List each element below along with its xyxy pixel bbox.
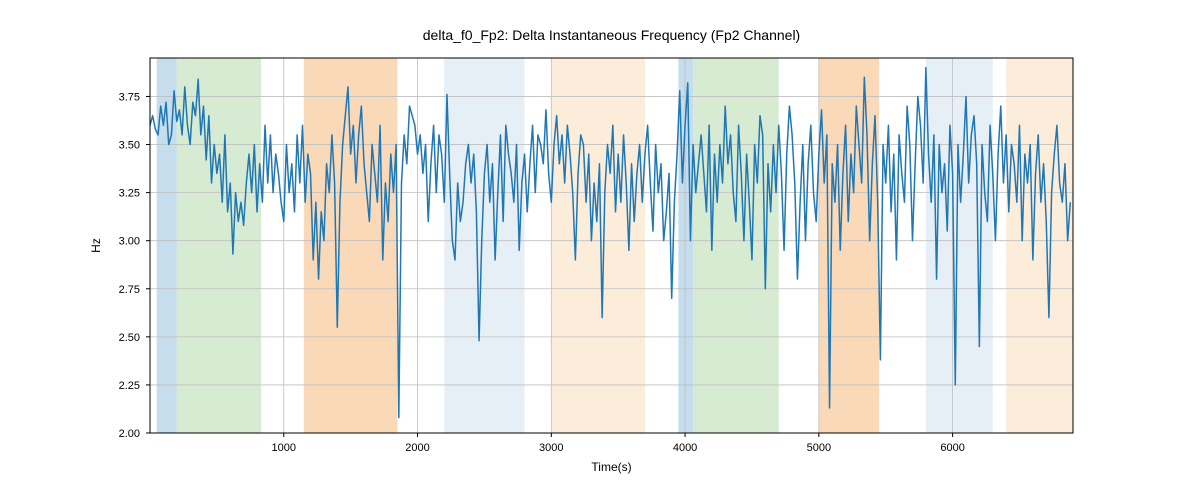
chart-container: 1000 2000 3000 4000 5000 6000 2.00 2.25 2.50 2.75… [0,0,1200,500]
line-chart: 1000 2000 3000 4000 5000 6000 2.00 2.25 2.50 2.75… [0,0,1200,500]
y-tick-label: 3.25 [119,188,140,200]
x-axis-label: Time(s) [591,460,631,474]
band [444,58,524,433]
chart-title: delta_f0_Fp2: Delta Instantaneous Freque… [423,27,800,43]
x-tick-label: 2000 [405,442,429,454]
y-tick-label: 3.00 [119,236,140,248]
x-tick-label: 3000 [539,442,563,454]
band [551,58,645,433]
y-tick-label: 3.75 [119,91,140,103]
y-tick-label: 3.50 [119,140,140,152]
y-tick-label: 2.75 [119,284,140,296]
x-tick-label: 6000 [940,442,964,454]
y-axis-label: Hz [89,238,103,253]
y-tick-label: 2.50 [119,332,140,344]
band [1006,58,1073,433]
y-tick-label: 2.00 [119,428,140,440]
x-tick-label: 5000 [807,442,831,454]
band [177,58,261,433]
y-tick-label: 2.25 [119,380,140,392]
x-tick-label: 4000 [673,442,697,454]
x-tick-label: 1000 [272,442,296,454]
